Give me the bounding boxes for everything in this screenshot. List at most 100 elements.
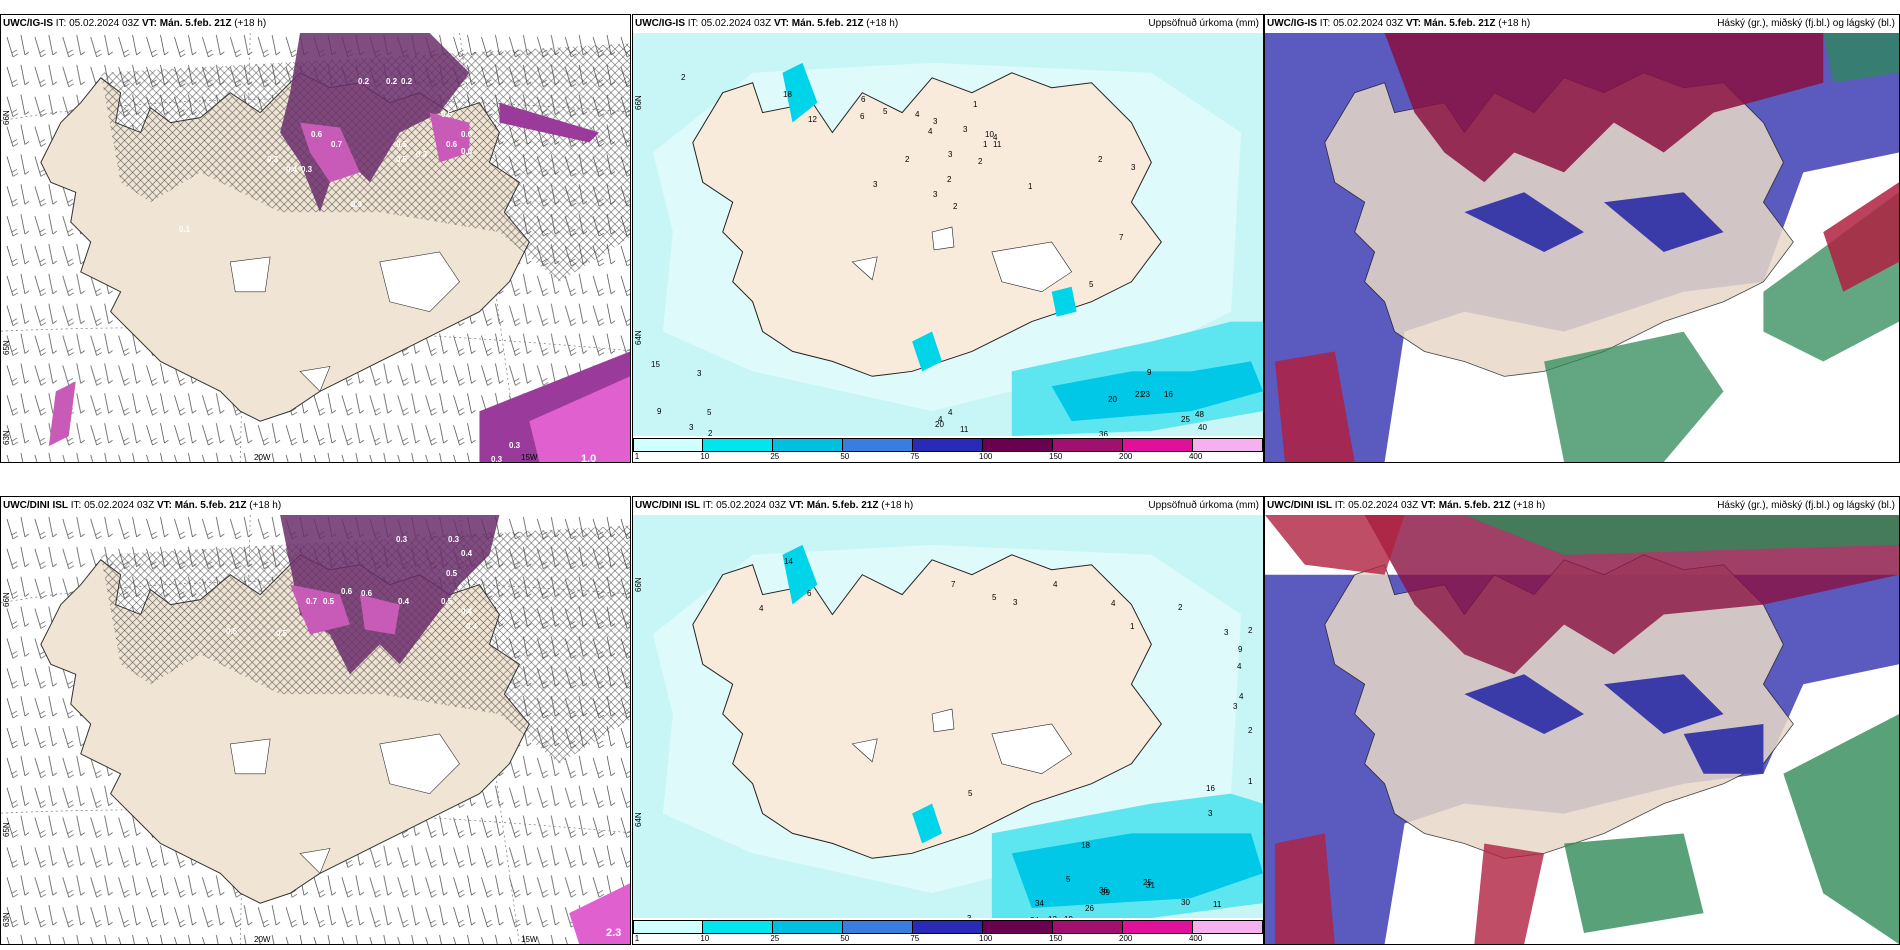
snow-map (1, 33, 630, 462)
precip-colorbar: 1 10 25 50 75 100 150 200 400 (633, 436, 1263, 462)
colorbar-segment (772, 920, 843, 934)
precip-value-label: 4 (1237, 662, 1242, 671)
precip-value-label: 5 (707, 408, 712, 417)
precip-map-svg (633, 33, 1263, 436)
precip-value-label: 3 (1013, 598, 1018, 607)
precip-value-label: 6 (807, 589, 812, 598)
vt-value: Mán. 5.feb. 21Z (806, 500, 879, 511)
snow-purple-area (280, 515, 500, 675)
panel-header: UWC/IG-IS IT: 05.02.2024 03Z VT: Mán. 5.… (1265, 15, 1899, 33)
precip-value-label: 4 (938, 415, 943, 424)
precip-value-label: 2 (708, 429, 713, 438)
lat-label-65n: 65N (2, 340, 11, 355)
lat-label-63n: 63N (2, 912, 11, 927)
value-label: 0.4 (398, 597, 410, 606)
panel-title: Uppsöfnuð úrkoma (mm) (1148, 500, 1259, 511)
vt-label: VT: (788, 500, 804, 511)
precip-value-label: 3 (1224, 628, 1229, 637)
value-label: 2.3 (606, 927, 622, 939)
precip-value-label: 1 (983, 140, 988, 149)
precip-value-label: 2 (905, 155, 910, 164)
colorbar-segment (843, 438, 913, 452)
panel-title: Háský (gr.), miðský (fj.bl.) og lágský (… (1717, 18, 1895, 29)
model-name: UWC/IG-IS (3, 18, 53, 29)
colorbar-segment (1123, 438, 1193, 452)
precip-value-label: 1 (973, 100, 978, 109)
model-name: UWC/DINI ISL (1267, 500, 1332, 511)
precip-value-label: 2 (1248, 626, 1253, 635)
precip-value-label: 34 (1035, 899, 1044, 908)
precip-value-label: 3 (963, 125, 968, 134)
precip-value-label: 3 (697, 369, 702, 378)
precip-value-label: 6 (860, 112, 865, 121)
colorbar-segment (702, 438, 773, 452)
value-label: 0.3 (267, 155, 279, 164)
it-value: 05.02.2024 03Z (84, 500, 155, 511)
panel-p4: UWC/DINI ISL IT: 05.02.2024 03Z VT: Mán.… (0, 496, 631, 945)
value-label: 0.6 (361, 589, 373, 598)
precip-value-label: 25 (1143, 878, 1152, 887)
colorbar-segment (1053, 920, 1123, 934)
it-label: IT: (1319, 18, 1331, 29)
colorbar-label: 150 (1048, 934, 1063, 943)
value-label: 0.3 (491, 455, 503, 463)
value-label: 0.1 (179, 225, 191, 234)
value-label: 0.4 (461, 549, 473, 558)
mid-cloud (1384, 33, 1824, 183)
it-value: 05.02.2024 03Z (69, 18, 140, 29)
lat-label-63n: 63N (2, 430, 11, 445)
snow-band-ne (499, 102, 600, 143)
vt-label: VT: (1405, 18, 1421, 29)
colorbar-segment (633, 920, 703, 934)
precip-value-label: 4 (1053, 580, 1058, 589)
panel-title: Uppsöfnuð úrkoma (mm) (1148, 18, 1259, 29)
value-label: 0.5 (276, 629, 288, 638)
value-label: 0.3 (351, 200, 363, 209)
precip-value-label: 11 (1213, 900, 1222, 909)
colorbar-segment (843, 920, 913, 934)
it-label: IT: (687, 18, 699, 29)
value-label: 0.3 (301, 165, 313, 174)
precip-value-label: 36 (1099, 430, 1108, 439)
precip-value-label: 4 (948, 408, 953, 417)
value-label: 0.5 (396, 155, 408, 164)
it-value: 05.02.2024 03Z (1348, 500, 1419, 511)
model-name: UWC/IG-IS (635, 18, 685, 29)
value-label: 0.5 (446, 569, 458, 578)
iceland-land (692, 554, 1162, 859)
colorbar-label: 75 (910, 452, 920, 461)
colorbar-label: 100 (978, 452, 993, 461)
precip-value-label: 3 (873, 180, 878, 189)
precip-value-label: 7 (1119, 233, 1124, 242)
precip-value-label: 7 (951, 580, 956, 589)
precip-value-label: 11 (960, 425, 969, 434)
glaciers (851, 226, 1073, 293)
value-label: 0.3 (396, 535, 408, 544)
precip-value-label: 48 (1195, 410, 1204, 419)
low-cloud-patch (1464, 674, 1764, 774)
it-value: 05.02.2024 03Z (716, 500, 787, 511)
panel-header: UWC/DINI ISL IT: 05.02.2024 03Z VT: Mán.… (1, 497, 630, 515)
panel-p5: UWC/DINI ISL IT: 05.02.2024 03Z VT: Mán.… (632, 496, 1264, 945)
precip-value-label: 3 (1233, 702, 1238, 711)
cloud-map-svg (1265, 515, 1899, 944)
precip-value-label: 5 (968, 789, 973, 798)
cloud-map (1265, 33, 1899, 462)
colorbar-label: 10 (700, 452, 710, 461)
precip-mid-patches (782, 544, 943, 844)
vt-label: VT: (156, 500, 172, 511)
glaciers (229, 251, 460, 392)
precip-value-label: 5 (1089, 280, 1094, 289)
cloud-map (1265, 515, 1899, 944)
value-label: 0.5 (396, 140, 408, 149)
precip-value-label: 3 (689, 423, 694, 432)
it-label: IT: (55, 18, 67, 29)
precip-value-label: 15 (651, 360, 660, 369)
vt-value: Mán. 5.feb. 21Z (1438, 500, 1511, 511)
colorbar-label: 400 (1188, 934, 1203, 943)
it-value: 05.02.2024 03Z (1333, 18, 1404, 29)
panel-header: UWC/IG-IS IT: 05.02.2024 03Z VT: Mán. 5.… (1, 15, 630, 33)
precip-value-label: 36 (1099, 886, 1108, 895)
lon-label-20w: 20W (254, 453, 271, 462)
lead-time: (+18 h) (1498, 18, 1531, 29)
